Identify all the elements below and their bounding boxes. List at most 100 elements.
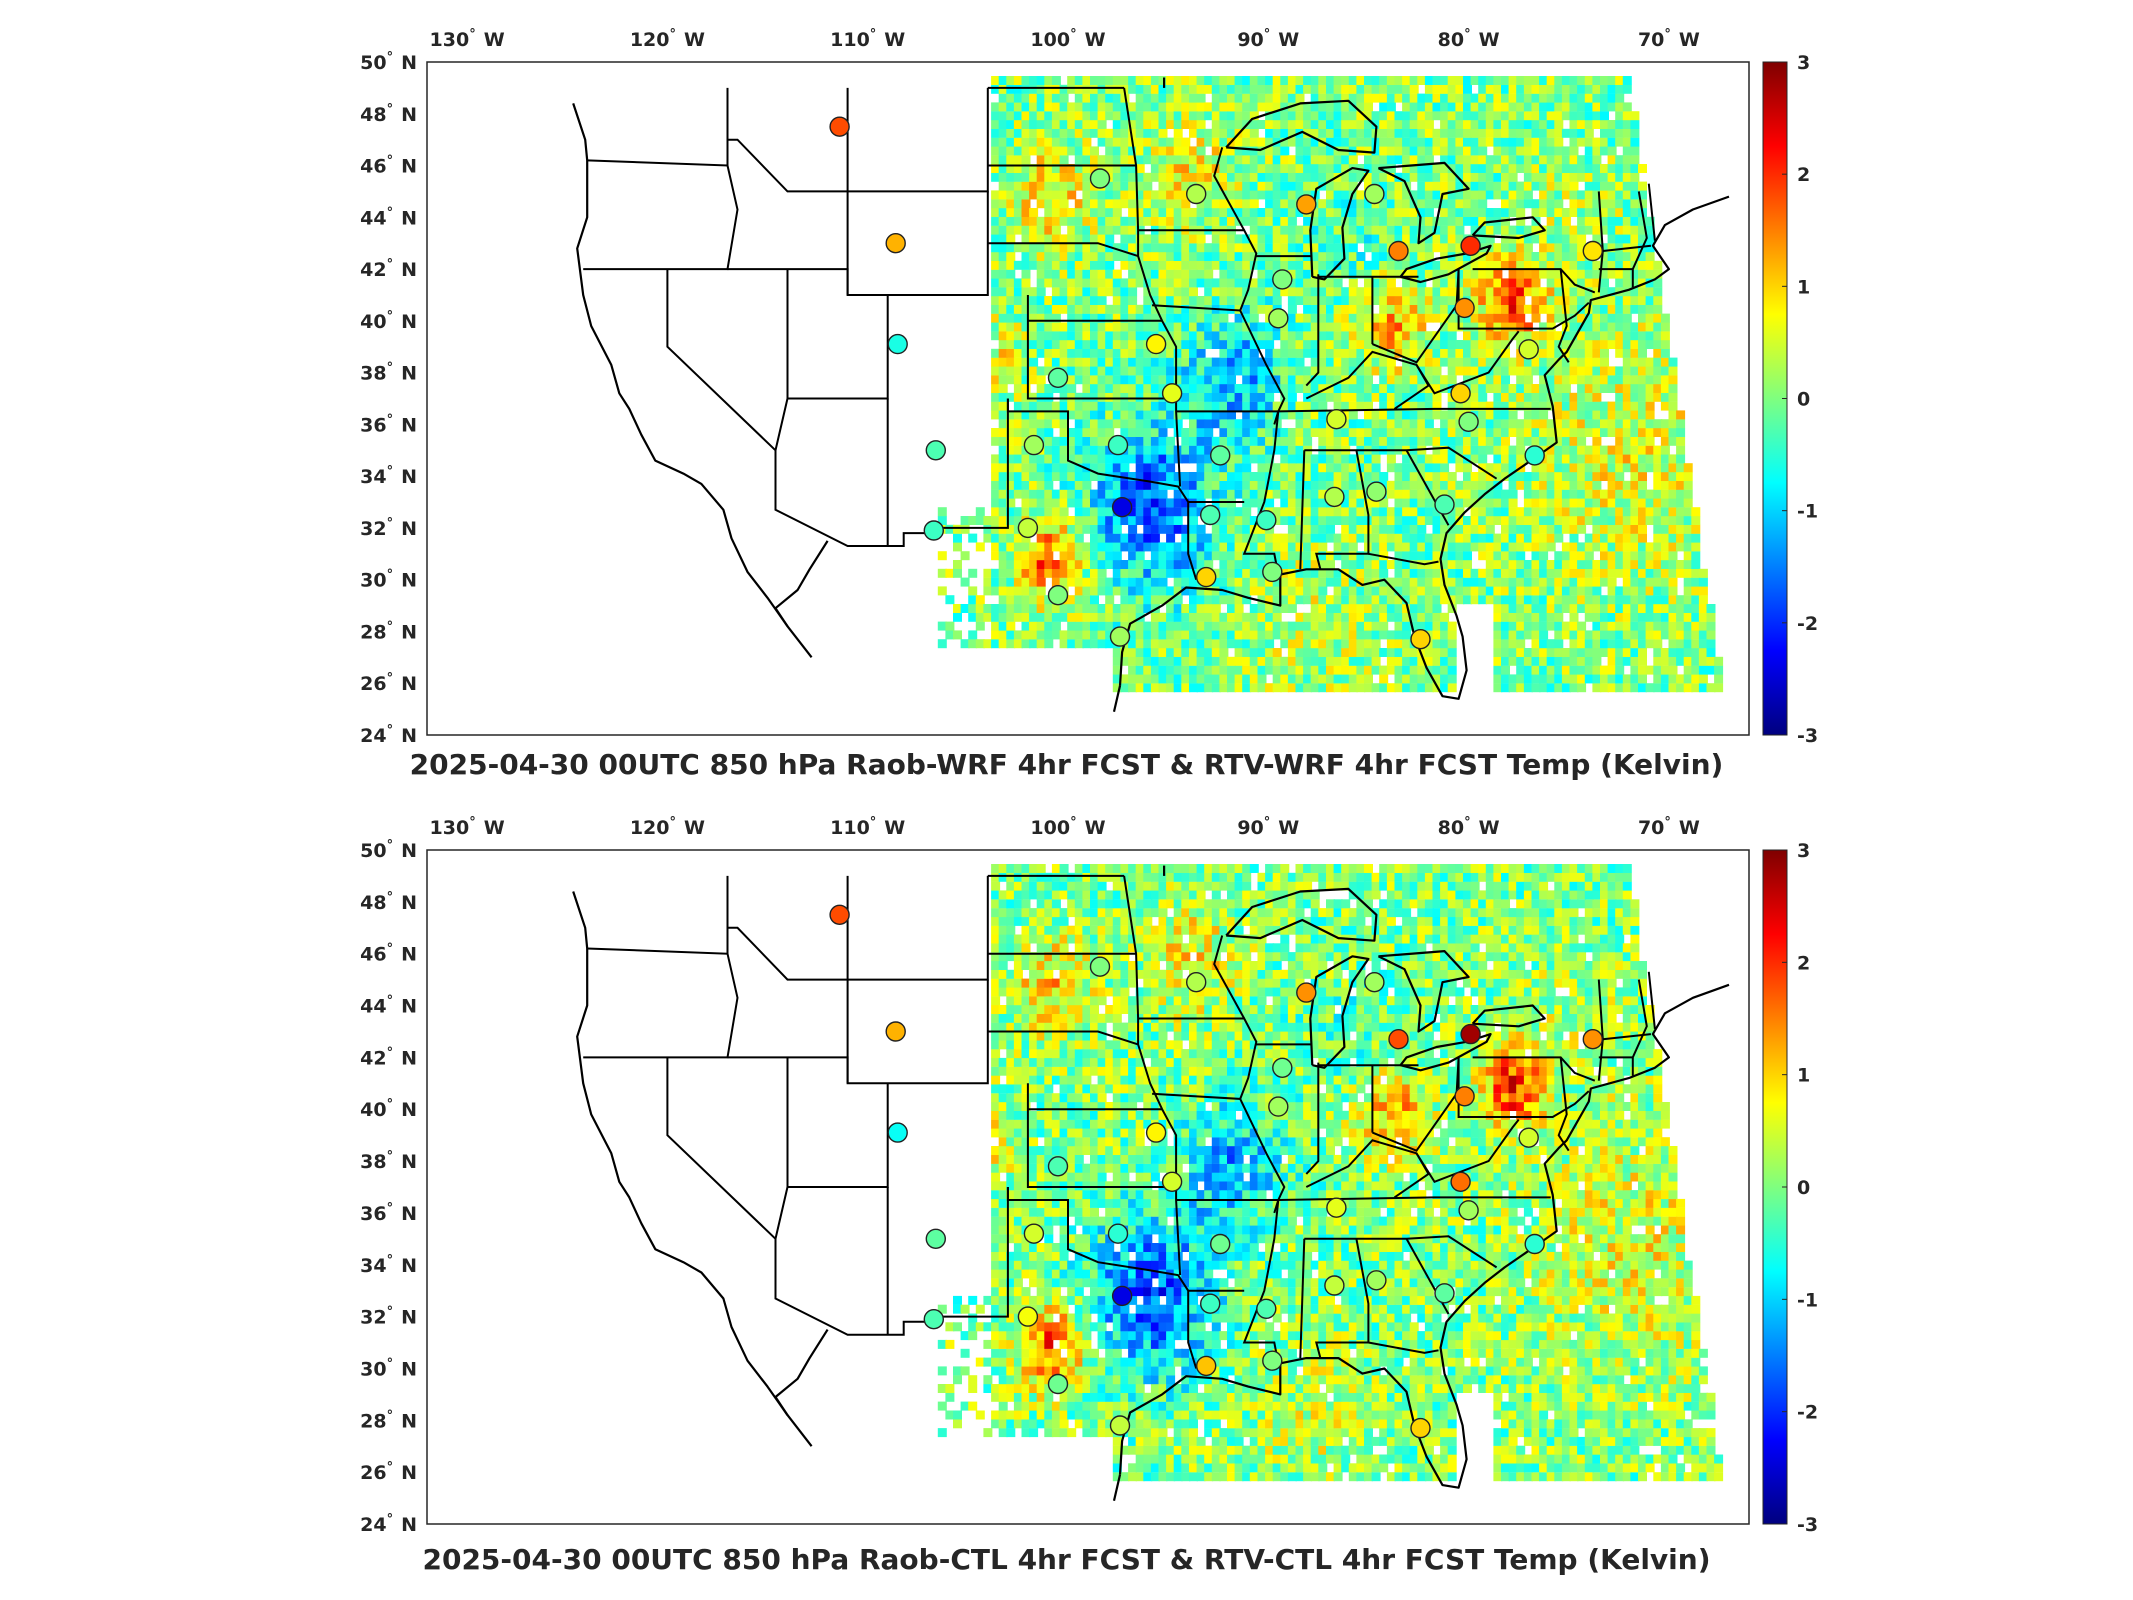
raob-station-marker xyxy=(1524,1233,1545,1255)
latitude-tick-label: 38° N xyxy=(360,1149,417,1173)
great-lake-outline xyxy=(1377,950,1470,1033)
latitude-tick-label: 26° N xyxy=(360,671,417,695)
latitude-tick-label: 40° N xyxy=(360,1097,417,1121)
raob-station-marker xyxy=(925,1228,946,1249)
state-border xyxy=(727,875,849,981)
west-coastline xyxy=(572,891,813,1447)
latitude-tick-label: 50° N xyxy=(360,50,417,74)
raob-station-marker xyxy=(1089,956,1111,977)
mexico-coastline xyxy=(1112,1474,1122,1501)
raob-station-marker xyxy=(1458,411,1479,432)
raob-stations xyxy=(829,904,1604,1439)
longitude-tick-label: 90° W xyxy=(1237,815,1299,839)
latitude-tick-label: 42° N xyxy=(360,1045,417,1069)
latitude-tick-label: 28° N xyxy=(360,620,417,644)
raob-station-marker xyxy=(1410,1417,1431,1439)
raob-station-marker xyxy=(1145,1122,1167,1143)
raob-station-marker xyxy=(1089,168,1111,189)
latitude-tick-label: 40° N xyxy=(360,309,417,333)
baja-coastline xyxy=(774,540,829,627)
latitude-tick-label: 24° N xyxy=(360,723,417,747)
state-border xyxy=(774,398,938,547)
raob-station-marker xyxy=(1388,240,1409,262)
state-border xyxy=(583,953,739,1059)
mexico-coastline xyxy=(1112,685,1122,712)
latitude-tick-label: 30° N xyxy=(360,568,417,592)
latitude-tick-label: 46° N xyxy=(360,942,417,966)
longitude-tick-label: 120° W xyxy=(630,27,705,51)
state-border xyxy=(847,875,989,981)
raob-station-marker xyxy=(1410,629,1431,650)
latitude-tick-label: 46° N xyxy=(360,154,417,178)
map-outlines xyxy=(572,77,1730,712)
raob-station-marker xyxy=(1256,510,1277,531)
gulf-atlantic-coastline xyxy=(1118,195,1730,700)
state-border xyxy=(1631,191,1648,288)
state-border xyxy=(1278,1196,1551,1201)
raob-station-marker xyxy=(1023,1223,1045,1244)
raob-station-marker xyxy=(1434,1283,1455,1304)
colorbar-tick-label: -1 xyxy=(1797,501,1818,523)
state-border xyxy=(1647,971,1656,1030)
latitude-tick-label: 44° N xyxy=(360,994,417,1018)
latitude-tick-label: 32° N xyxy=(360,1305,417,1329)
raob-station-marker xyxy=(1582,1028,1604,1050)
colorbar-tick-label: -2 xyxy=(1797,1402,1818,1424)
longitude-tick-label: 70° W xyxy=(1638,815,1700,839)
state-border xyxy=(1305,274,1320,387)
longitude-tick-label: 70° W xyxy=(1638,27,1700,51)
state-border xyxy=(1006,398,1198,580)
raob-station-marker xyxy=(887,1122,908,1143)
raob-station-marker xyxy=(1107,1223,1129,1244)
raob-station-marker xyxy=(1109,626,1131,647)
state-border xyxy=(1557,268,1570,363)
state-border xyxy=(1557,1057,1570,1152)
west-coastline xyxy=(572,103,813,658)
raob-station-marker xyxy=(1107,434,1129,456)
raob-station-marker xyxy=(923,1309,944,1330)
bottom-map-title: 2025-04-30 00UTC 850 hPa Raob-CTL 4hr FC… xyxy=(422,1543,1711,1576)
longitude-tick-label: 100° W xyxy=(1030,27,1105,51)
raob-station-marker xyxy=(1450,1171,1471,1192)
raob-station-marker xyxy=(1460,1023,1481,1045)
longitude-tick-label: 120° W xyxy=(630,815,705,839)
raob-station-marker xyxy=(1047,585,1069,606)
colorbar-tick-label: 1 xyxy=(1797,1065,1810,1087)
raob-station-marker xyxy=(1262,1350,1283,1371)
colorbar-tick-label: 0 xyxy=(1797,1177,1810,1199)
state-border xyxy=(935,1187,1009,1318)
latitude-tick-label: 26° N xyxy=(360,1460,417,1484)
state-border xyxy=(1415,1118,1520,1184)
bottom-map-plot: 130° W 120° W 110° W 100° W 90° W 80° W 70° W 50° N 48° N… xyxy=(360,815,1818,1536)
gulf-atlantic-coastline xyxy=(1118,983,1730,1489)
raob-station-marker xyxy=(1268,1096,1289,1117)
raob-stations xyxy=(829,116,1604,650)
raob-station-marker xyxy=(829,904,850,926)
raob-station-marker xyxy=(1454,1086,1475,1107)
colorbar-tick-label: 2 xyxy=(1797,952,1810,974)
raob-station-marker xyxy=(1458,1200,1479,1221)
latitude-tick-label: 36° N xyxy=(360,1201,417,1225)
state-border xyxy=(786,269,889,400)
raob-station-marker xyxy=(1518,339,1539,360)
raob-station-marker xyxy=(1324,486,1345,508)
raob-station-marker xyxy=(1454,297,1475,319)
state-border xyxy=(1213,147,1246,231)
raob-station-marker xyxy=(1518,1127,1539,1148)
map-frame xyxy=(426,849,1750,1525)
raob-station-marker xyxy=(1161,383,1183,404)
raob-station-marker xyxy=(1296,982,1317,1003)
raob-station-marker xyxy=(1161,1171,1183,1192)
state-border xyxy=(1415,330,1520,395)
raob-station-marker xyxy=(887,333,908,355)
latitude-tick-label: 32° N xyxy=(360,516,417,540)
baja-coastline xyxy=(774,1329,829,1416)
latitude-tick-label: 28° N xyxy=(360,1408,417,1432)
raob-station-marker xyxy=(1111,497,1133,518)
state-border xyxy=(727,1056,849,1084)
map-frame xyxy=(426,61,1750,736)
state-border xyxy=(1472,1056,1596,1082)
longitude-tick-label: 90° W xyxy=(1237,27,1299,51)
raob-station-marker xyxy=(829,116,850,137)
raob-station-marker xyxy=(1366,481,1387,502)
